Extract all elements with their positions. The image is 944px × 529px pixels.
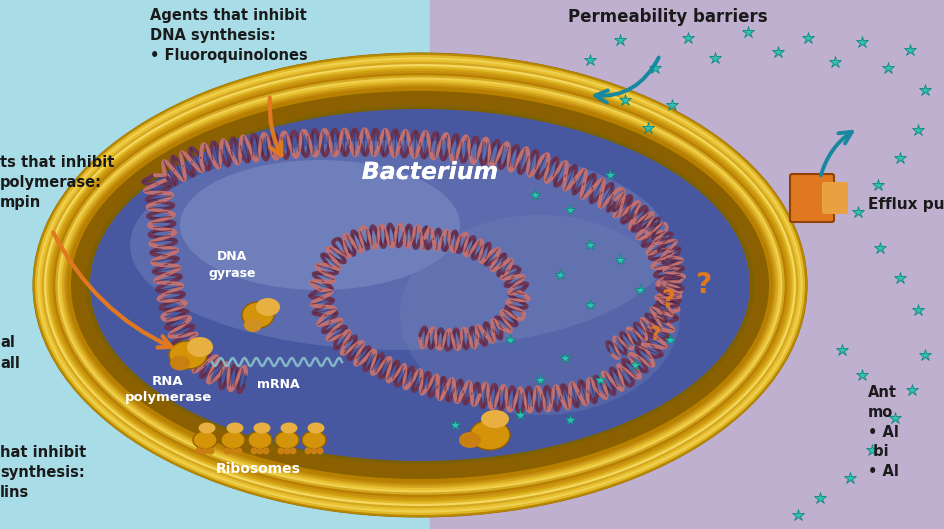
Ellipse shape [242,302,274,328]
Ellipse shape [256,298,280,316]
Text: DNA
gyrase: DNA gyrase [209,251,256,279]
Ellipse shape [481,410,509,428]
Ellipse shape [470,420,510,450]
Ellipse shape [278,448,284,454]
Ellipse shape [254,423,271,433]
FancyArrowPatch shape [270,98,281,156]
Text: ?: ? [695,271,711,299]
Ellipse shape [130,140,670,350]
Ellipse shape [195,448,203,454]
Text: RNA
polymerase: RNA polymerase [125,375,211,404]
Ellipse shape [201,448,209,454]
Ellipse shape [308,423,325,433]
FancyBboxPatch shape [790,174,834,222]
Text: Ribosomes: Ribosomes [215,462,300,476]
Text: ts that inhibit
polymerase:
mpin: ts that inhibit polymerase: mpin [0,155,114,209]
Ellipse shape [170,355,190,370]
FancyArrowPatch shape [595,58,659,103]
Ellipse shape [180,160,460,290]
Text: Efflux pu: Efflux pu [868,197,944,213]
FancyArrowPatch shape [53,232,171,348]
Text: al
all: al all [0,335,20,371]
Ellipse shape [311,448,317,454]
Ellipse shape [224,448,230,454]
Ellipse shape [283,448,291,454]
Ellipse shape [316,448,324,454]
Ellipse shape [275,431,299,449]
Text: Agents that inhibit
DNA synthesis:
• Fluoroquinolones: Agents that inhibit DNA synthesis: • Flu… [150,8,308,62]
Ellipse shape [459,432,481,448]
Text: Ant
mo
• Al
 bi
• Al: Ant mo • Al bi • Al [868,385,899,479]
Ellipse shape [400,215,680,415]
Ellipse shape [193,431,217,449]
Ellipse shape [235,448,243,454]
Polygon shape [430,0,944,529]
Text: hat inhibit
synthesis:
lins: hat inhibit synthesis: lins [0,445,86,499]
Ellipse shape [169,341,207,369]
Ellipse shape [302,431,326,449]
Text: mRNA: mRNA [257,378,299,391]
Ellipse shape [262,448,269,454]
Ellipse shape [244,318,262,332]
Text: Permeability barriers: Permeability barriers [568,8,767,26]
Text: ?: ? [661,288,675,312]
Ellipse shape [198,423,215,433]
Ellipse shape [290,448,296,454]
Ellipse shape [227,423,244,433]
Ellipse shape [305,448,312,454]
Text: Bacterium: Bacterium [362,160,498,184]
Ellipse shape [90,109,750,461]
Ellipse shape [250,448,258,454]
Ellipse shape [32,52,807,517]
Ellipse shape [257,448,263,454]
Ellipse shape [187,337,213,357]
Ellipse shape [229,448,237,454]
Text: ?: ? [649,325,661,344]
Ellipse shape [208,448,214,454]
Ellipse shape [248,431,272,449]
Ellipse shape [221,431,245,449]
FancyBboxPatch shape [822,182,848,214]
FancyArrowPatch shape [820,132,852,175]
Ellipse shape [280,423,297,433]
